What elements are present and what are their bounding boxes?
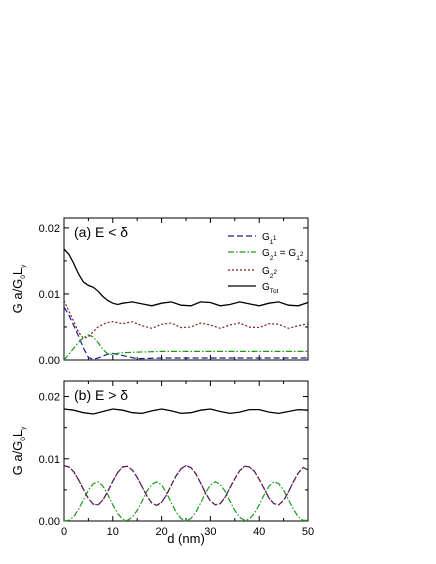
series-line-g12 — [63, 334, 308, 361]
y-tick-label: 0.02 — [39, 223, 60, 235]
series-line-gtot — [63, 408, 309, 415]
x-tick-label: 40 — [253, 526, 265, 538]
y-tick-label: 0.00 — [39, 516, 60, 528]
series-line-g22 — [63, 464, 309, 507]
x-tick-label: 10 — [107, 526, 119, 538]
panel-a-title: (a) E < δ — [74, 224, 128, 240]
x-tick-label: 50 — [302, 526, 314, 538]
series-line-gtot — [63, 248, 309, 307]
legend-label-gtot: GTot — [262, 282, 279, 295]
panel-b: 0 10 20 30 40 50 0.00 0.01 0.02 (b) E > δ G a/G0… — [10, 380, 314, 546]
y-tick-label: 0.00 — [39, 355, 60, 367]
x-tick-label: 30 — [204, 526, 216, 538]
series-line-g22 — [63, 300, 309, 339]
y-tick-label: 0.02 — [39, 392, 60, 404]
x-axis-label: d (nm) — [167, 531, 205, 546]
panel-a: 0.00 0.01 0.02 (a) E < δ G a/G0Ly G11 G21 =… — [10, 217, 309, 367]
legend-label-g11: G11 — [262, 232, 277, 246]
y-tick-label: 0.01 — [39, 454, 60, 466]
series-line-g12 — [63, 481, 308, 522]
panel-a-ylabel: G a/G0Ly — [10, 264, 27, 314]
panel-b-title: (b) E > δ — [74, 387, 128, 403]
legend-label-g22: G22 — [262, 266, 277, 280]
series-line-g11 — [63, 464, 309, 507]
x-tick-label: 20 — [155, 526, 167, 538]
y-tick-label: 0.01 — [39, 289, 60, 301]
legend-label-g12: G21 = G12 — [262, 248, 304, 262]
panel-b-ylabel: G a/G0Ly — [10, 426, 27, 476]
x-tick-label: 0 — [61, 526, 67, 538]
legend: G11 G21 = G12 G22 GTot — [228, 232, 304, 295]
